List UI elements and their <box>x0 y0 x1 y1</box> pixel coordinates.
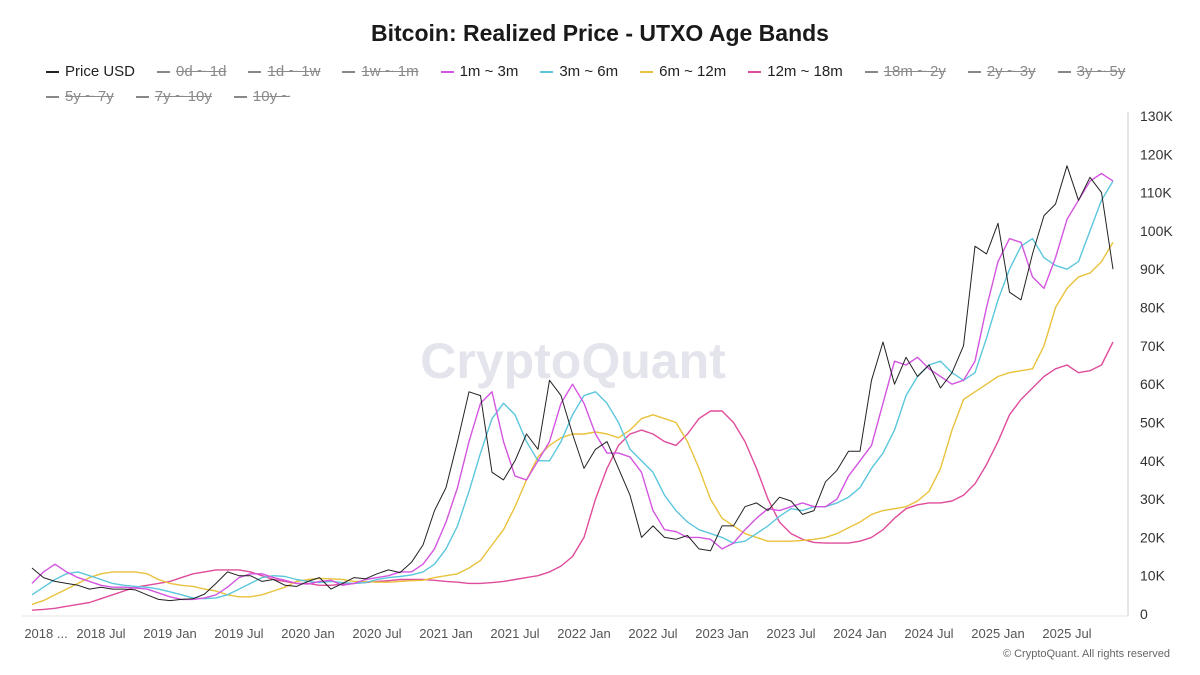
x-tick-label: 2023 Jul <box>766 626 815 641</box>
legend-item[interactable]: 1m ~ 3m <box>440 61 519 83</box>
x-tick-label: 2019 Jul <box>214 626 263 641</box>
x-tick-label: 2018 Jul <box>76 626 125 641</box>
legend-swatch <box>1057 71 1071 73</box>
legend-label: 18m ~ 2y <box>883 63 946 80</box>
x-tick-label: 2024 Jan <box>833 626 887 641</box>
legend-label: 3m ~ 6m <box>559 63 619 80</box>
legend: Price USD 0d ~ 1d 1d ~ 1w 1w ~ 1m 1m ~ 3m 3m … <box>46 58 1166 108</box>
legend-item[interactable]: Price USD <box>46 61 135 83</box>
x-tick-label: 2018 ... <box>24 626 67 641</box>
legend-label: 1w ~ 1m <box>361 63 419 80</box>
legend-label: 1d ~ 1w <box>267 63 321 80</box>
legend-label: 1m ~ 3m <box>459 63 519 80</box>
legend-item[interactable]: 6m ~ 12m <box>640 61 726 83</box>
y-tick-label: 110K <box>1140 185 1172 201</box>
copyright: © CryptoQuant. All rights reserved <box>1002 648 1170 660</box>
y-tick-label: 0 <box>1140 606 1148 622</box>
series-line-price-usd <box>31 165 1114 602</box>
x-tick-label: 2025 Jul <box>1042 626 1091 641</box>
chart-title: Bitcoin: Realized Price - UTXO Age Bands <box>371 20 829 46</box>
x-tick-label: 2022 Jul <box>628 626 677 641</box>
legend-swatch <box>342 71 356 73</box>
legend-item[interactable]: 1w ~ 1m <box>342 61 419 83</box>
x-tick-label: 2024 Jul <box>904 626 953 641</box>
legend-label: 5y ~ 7y <box>65 88 114 105</box>
legend-item[interactable]: 18m ~ 2y <box>864 61 946 83</box>
legend-item[interactable]: 10y ~ <box>233 86 291 108</box>
legend-item[interactable]: 5y ~ 7y <box>46 86 114 108</box>
x-tick-label: 2021 Jan <box>419 626 473 641</box>
legend-swatch <box>540 71 554 73</box>
legend-item[interactable]: 7y ~ 10y <box>135 86 212 108</box>
legend-label: 10y ~ <box>252 88 291 105</box>
legend-swatch <box>46 71 59 73</box>
y-tick-label: 40K <box>1140 453 1166 469</box>
y-tick-label: 60K <box>1140 376 1166 392</box>
legend-swatch <box>864 71 878 73</box>
legend-label: Price USD <box>65 63 136 80</box>
legend-swatch <box>135 96 149 98</box>
watermark: CryptoQuant <box>420 333 726 389</box>
x-tick-label: 2021 Jul <box>490 626 539 641</box>
legend-item[interactable]: 12m ~ 18m <box>748 61 843 83</box>
legend-item[interactable]: 1d ~ 1w <box>248 61 320 83</box>
y-tick-label: 70K <box>1140 338 1166 354</box>
series-line-3m-6m <box>31 180 1114 600</box>
legend-swatch <box>233 96 247 98</box>
legend-item[interactable]: 3y ~ 5y <box>1057 61 1126 83</box>
legend-swatch <box>248 71 262 73</box>
series-line-12m-18m <box>31 341 1114 611</box>
legend-swatch <box>748 71 762 73</box>
series-line-6m-12m <box>31 242 1114 606</box>
y-tick-label: 90K <box>1140 261 1166 277</box>
y-tick-label: 20K <box>1140 529 1166 545</box>
y-tick-label: 130K <box>1140 108 1173 124</box>
series-line-1m-3m <box>31 172 1114 601</box>
x-tick-label: 2025 Jan <box>971 626 1025 641</box>
x-tick-label: 2022 Jan <box>557 626 611 641</box>
y-tick-label: 100K <box>1140 223 1173 239</box>
y-tick-label: 10K <box>1140 568 1166 584</box>
legend-swatch <box>967 71 981 73</box>
legend-swatch <box>157 71 171 73</box>
x-tick-label: 2020 Jan <box>281 626 335 641</box>
legend-label: 12m ~ 18m <box>767 63 843 80</box>
legend-swatch <box>46 96 59 98</box>
legend-label: 0d ~ 1d <box>176 63 227 80</box>
x-tick-label: 2019 Jan <box>143 626 197 641</box>
legend-item[interactable]: 3m ~ 6m <box>540 61 618 83</box>
y-tick-label: 50K <box>1140 414 1166 430</box>
x-tick-label: 2023 Jan <box>695 626 749 641</box>
y-tick-label: 120K <box>1140 146 1173 162</box>
legend-item[interactable]: 2y ~ 3y <box>967 61 1036 83</box>
y-tick-label: 30K <box>1140 491 1166 507</box>
x-tick-label: 2020 Jul <box>352 626 401 641</box>
legend-label: 3y ~ 5y <box>1076 63 1126 80</box>
legend-item[interactable]: 0d ~ 1d <box>157 61 226 83</box>
legend-label: 2y ~ 3y <box>986 63 1036 80</box>
legend-swatch <box>440 71 454 73</box>
legend-label: 6m ~ 12m <box>659 63 727 80</box>
legend-swatch <box>640 71 654 73</box>
legend-label: 7y ~ 10y <box>154 88 212 105</box>
y-tick-label: 80K <box>1140 300 1166 316</box>
